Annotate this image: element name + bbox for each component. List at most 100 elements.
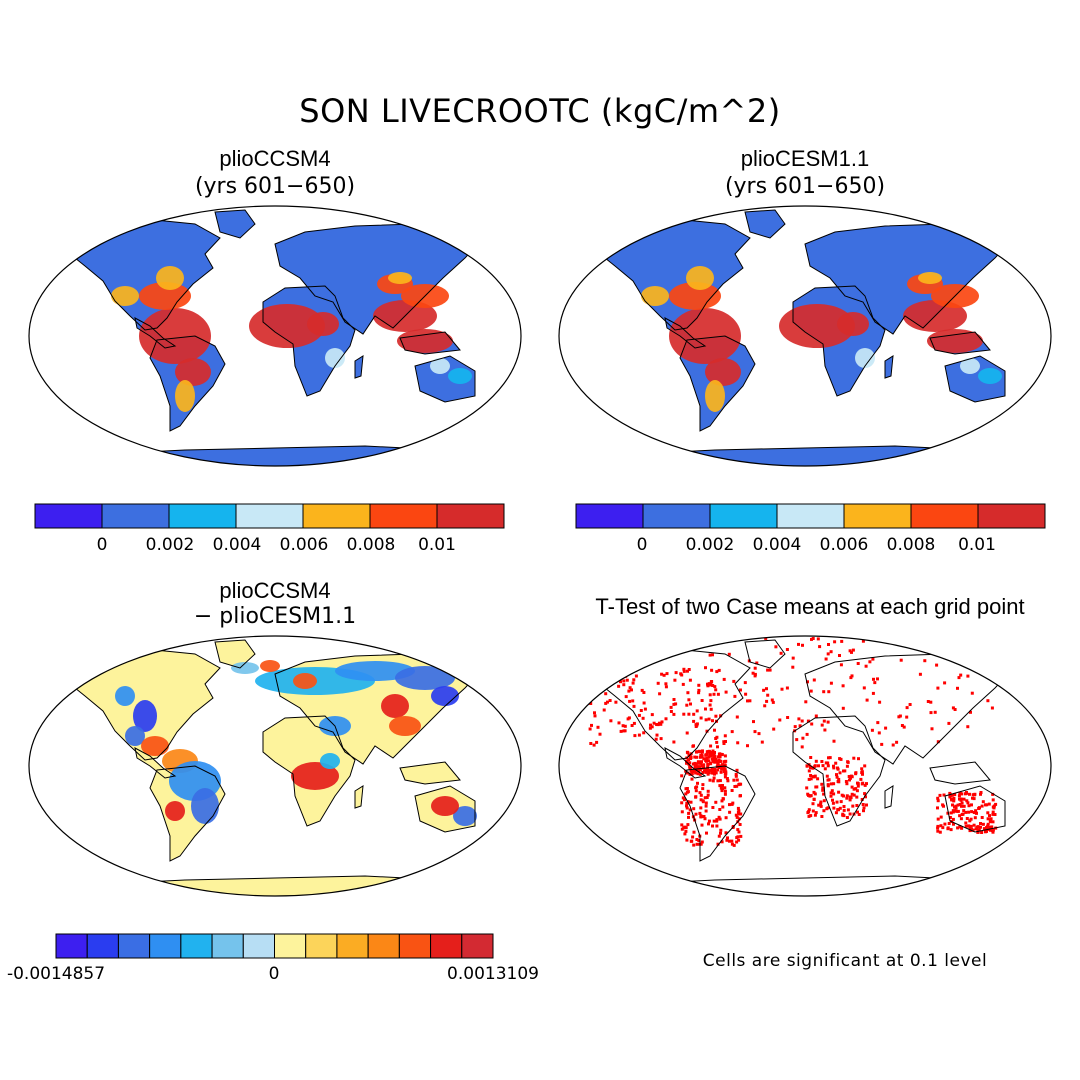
significant-cell (956, 803, 960, 807)
land-greenland (745, 210, 785, 238)
significance-note: Cells are significant at 0.1 level (702, 951, 988, 971)
significant-cell (965, 799, 969, 803)
significant-cell (720, 767, 724, 771)
significant-cell (878, 700, 882, 704)
significant-cell (625, 678, 629, 682)
significant-cell (701, 771, 705, 774)
significant-cell (804, 700, 808, 704)
significant-cell (820, 782, 824, 786)
data-patch (249, 304, 325, 348)
coastline (399, 331, 461, 355)
significant-cell (709, 699, 713, 703)
cbar-tick: 0.0013109 (447, 964, 539, 984)
significant-cell (832, 782, 836, 786)
significant-cell (855, 804, 859, 807)
significant-cell (825, 774, 829, 778)
colorbar-ticks-top-right: 0 0.002 0.004 0.006 0.008 0.01 (540, 535, 1080, 559)
significant-cell (845, 782, 849, 786)
significant-cell (707, 682, 711, 686)
significant-cell (786, 716, 790, 719)
significant-cell (862, 809, 865, 813)
significant-cell (696, 760, 700, 764)
data-patch (165, 801, 185, 821)
significant-cell (765, 687, 768, 691)
significant-cell (743, 681, 747, 685)
significant-cell (718, 759, 722, 763)
data-patch (705, 358, 741, 386)
significant-cell (717, 815, 721, 819)
significant-cell (974, 811, 978, 815)
significant-cell (763, 704, 767, 708)
significant-cell (721, 784, 724, 787)
significant-cell (829, 782, 833, 786)
colorbar-swatch (101, 503, 170, 529)
significant-cell (718, 808, 722, 811)
significant-cell (723, 734, 727, 738)
significant-cell (942, 804, 945, 808)
significant-cell (843, 769, 847, 773)
significant-cell (702, 763, 706, 767)
significant-cell (716, 768, 720, 772)
significant-cell (765, 699, 769, 703)
significant-cell (734, 813, 738, 817)
significant-cell (846, 760, 850, 764)
significant-cell (642, 731, 646, 735)
significant-cell (685, 771, 689, 775)
significant-cell (980, 804, 984, 808)
significant-cell (968, 829, 972, 833)
significant-cell (755, 661, 759, 665)
significant-cell (725, 838, 729, 842)
significant-cell (942, 793, 946, 797)
significant-cell (700, 764, 704, 768)
significant-cell (980, 831, 984, 834)
significant-cell (711, 719, 714, 723)
significant-cell (698, 772, 702, 776)
significant-cell (923, 659, 927, 663)
significant-cell (707, 822, 710, 826)
significant-cell (952, 798, 956, 802)
significant-cell (699, 815, 703, 819)
significant-cell (809, 814, 813, 818)
significant-cell (585, 684, 589, 688)
significant-cell (735, 768, 739, 772)
significant-cell (693, 769, 697, 773)
significant-cell (598, 676, 602, 679)
colorbar-swatch (242, 933, 275, 959)
significant-cell (826, 806, 830, 810)
significant-cell (694, 789, 698, 793)
significant-cell (797, 642, 800, 646)
significant-cell (986, 659, 989, 663)
cbar-tick: 0.008 (346, 535, 396, 555)
significant-cell (951, 706, 955, 710)
significant-cell (826, 652, 830, 656)
significant-cell (652, 721, 656, 725)
significant-cell (774, 645, 778, 649)
colorbar-swatch (274, 933, 307, 959)
significant-cell (832, 792, 836, 796)
data-patch (431, 796, 459, 816)
significant-cell (637, 733, 641, 737)
significant-cell (828, 756, 832, 760)
significant-cell (933, 710, 937, 714)
cbar-tick: 0.006 (279, 535, 329, 555)
significant-cell (845, 796, 849, 800)
significant-cell (720, 840, 724, 844)
significant-cell (713, 772, 716, 776)
significant-cell (734, 772, 738, 776)
significant-cell (722, 765, 726, 769)
significant-cell (965, 657, 969, 661)
significant-cell (812, 798, 816, 801)
significant-cell (988, 825, 992, 829)
significant-cell (622, 683, 626, 687)
significant-cell (797, 717, 801, 721)
significant-cell (716, 755, 720, 759)
significant-cell (848, 649, 852, 653)
significant-cell (816, 777, 820, 781)
coastline (792, 715, 886, 827)
map-difference (28, 635, 522, 897)
significant-cell (965, 817, 969, 820)
significant-cell (986, 811, 990, 815)
land-antarctica (575, 876, 1035, 896)
significant-cell (641, 716, 645, 720)
significant-cell (827, 643, 830, 646)
